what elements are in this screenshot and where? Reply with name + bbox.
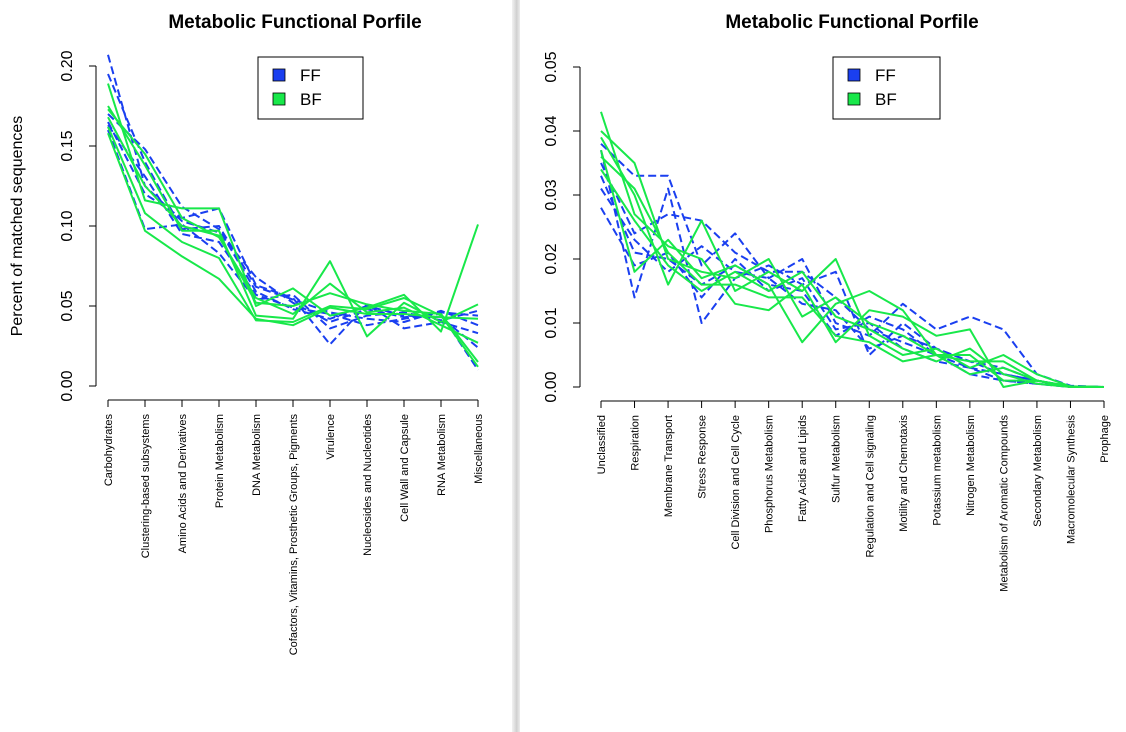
series-line-bf-2: [107, 105, 479, 338]
x-tick-label: Secondary Metabolism: [1032, 415, 1044, 527]
x-tick-label: Protein Metabolism: [214, 414, 226, 508]
legend-swatch: [847, 92, 861, 106]
y-tick-label: 0.00: [59, 370, 76, 401]
x-tick-label: Prophage: [1099, 415, 1111, 463]
x-tick-label: Miscellaneous: [473, 414, 485, 484]
x-tick-label: Amino Acids and Derivatives: [177, 414, 189, 554]
left-line-chart: Metabolic Functional Porfile Percent of m…: [9, 12, 485, 656]
x-tick-label: Respiration: [630, 415, 642, 471]
x-tick-label: Stress Response: [697, 415, 709, 499]
x-tick-label: Fatty Acids and Lipids: [797, 415, 809, 523]
series-line-ff-3: [107, 113, 479, 349]
chart-legend: FF BF: [832, 56, 941, 120]
y-tick-label: 0.03: [543, 179, 560, 210]
y-tick-label: 0.04: [543, 115, 560, 146]
y-tick-label: 0.00: [543, 371, 560, 402]
legend-box: [832, 56, 941, 120]
legend-label: FF: [300, 66, 321, 85]
legend-label: BF: [300, 90, 322, 109]
x-tick-label: Cell Division and Cell Cycle: [730, 415, 742, 550]
series-line-bf-4: [107, 116, 479, 363]
x-tick-label: DNA Metabolism: [251, 414, 263, 496]
y-tick-label: 0.15: [59, 130, 76, 161]
chart-title: Metabolic Functional Porfile: [725, 12, 978, 33]
x-tick-label: Cell Wall and Capsule: [399, 414, 411, 522]
x-tick-label: Nucleosides and Nucleotides: [362, 414, 374, 556]
legend-box: [257, 56, 364, 120]
chart-title: Metabolic Functional Porfile: [168, 12, 421, 33]
left-chart-panel: Metabolic Functional Porfile Percent of m…: [0, 0, 512, 732]
right-chart-panel: Metabolic Functional Porfile 0.00 0.01 0.02…: [520, 0, 1126, 732]
x-tick-label: Membrane Transport: [663, 415, 675, 517]
series-line-ff-6: [107, 124, 479, 327]
series-line-bf-2: [600, 130, 1105, 388]
x-tick-label: Metabolism of Aromatic Compounds: [998, 415, 1010, 592]
series-line-ff-6: [600, 207, 1104, 388]
series-line-bf-6: [107, 132, 479, 327]
y-tick-label: 0.05: [543, 51, 560, 82]
series-line-ff-4: [107, 121, 479, 346]
series-line-bf-5: [600, 155, 1104, 388]
legend-label: BF: [875, 90, 897, 109]
x-tick-label: Sulfur Metabolism: [831, 415, 843, 503]
legend-swatch: [272, 68, 286, 82]
series-line-ff-4: [600, 175, 1104, 388]
y-tick-label: 0.10: [59, 210, 76, 241]
x-tick-label: Potassium metabolism: [931, 415, 943, 526]
x-tick-label: Cofactors, Vitamins, Prosthetic Groups, …: [288, 414, 300, 656]
x-tick-label: Clustering-based subsystems: [140, 414, 152, 559]
x-tick-label: Virulence: [325, 414, 337, 460]
y-tick-label: 0.20: [59, 50, 76, 81]
x-tick-label: Motility and Chemotaxis: [898, 415, 910, 532]
series-line-ff-5: [600, 188, 1105, 388]
chart-legend: FF BF: [257, 56, 364, 120]
legend-swatch: [272, 92, 286, 106]
y-tick-label: 0.05: [59, 290, 76, 321]
series-line-bf-6: [600, 168, 1104, 388]
legend-swatch: [847, 68, 861, 82]
x-tick-label: Carbohydrates: [103, 414, 115, 487]
x-tick-label: Unclassified: [596, 415, 608, 474]
series-line-bf-1: [107, 83, 479, 333]
y-axis-label: Percent of matched sequences: [9, 116, 26, 337]
x-tick-label: Phosphorus Metabolism: [764, 415, 776, 533]
x-tick-label: Macromolecular Synthesis: [1065, 415, 1077, 544]
right-line-chart: Metabolic Functional Porfile 0.00 0.01 0.02…: [543, 12, 1111, 592]
panel-divider: [512, 0, 520, 732]
y-tick-label: 0.01: [543, 307, 560, 338]
series-line-bf-5: [107, 126, 479, 368]
series-line-ff-1: [600, 143, 1105, 388]
x-tick-label: RNA Metabolism: [436, 414, 448, 496]
y-tick-label: 0.02: [543, 243, 560, 274]
series-line-bf-4: [600, 149, 1104, 388]
x-tick-label: Nitrogen Metabolism: [965, 415, 977, 516]
x-tick-label: Regulation and Cell signaling: [864, 415, 876, 557]
series-line-bf-3: [107, 108, 479, 344]
legend-label: FF: [875, 66, 896, 85]
